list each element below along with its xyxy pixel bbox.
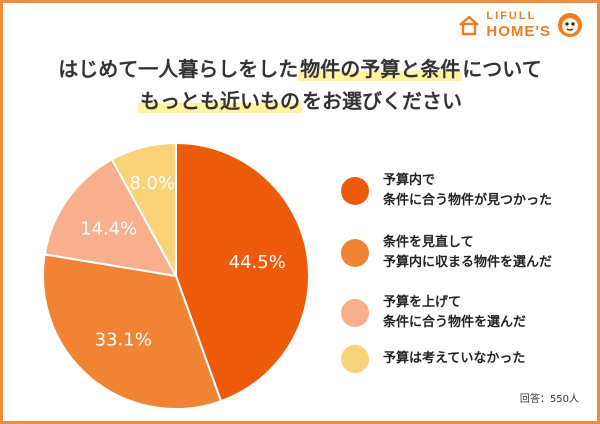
legend-item-3: 予算を上げて 条件に合う物件を選んだ — [341, 293, 591, 333]
pie-slice-3 — [43, 158, 178, 278]
pie-slice-label-4: 8.0% — [129, 173, 175, 194]
pie-slice-2 — [42, 253, 223, 410]
legend-swatch-2 — [341, 239, 369, 267]
pie-slice-label-1: 44.5% — [229, 252, 286, 273]
title-line2-suffix: をお選びください — [302, 89, 462, 113]
legend-label-3: 予算を上げて 条件に合う物件を選んだ — [383, 295, 527, 330]
legend-item-2: 条件を見直して 予算内に収まる物件を選んだ — [341, 233, 591, 273]
legend-item-1: 予算内で 条件に合う物件が見つかった — [341, 171, 591, 211]
pie-slice-label-3: 14.4% — [80, 218, 137, 239]
legend-label-2: 条件を見直して 予算内に収まる物件を選んだ — [383, 235, 553, 270]
pie-chart: 44.5% 33.1% 14.4% 8.0% — [42, 141, 310, 410]
legend-swatch-3 — [341, 299, 369, 327]
pie-slice-4 — [110, 141, 177, 277]
legend-swatch-1 — [341, 177, 369, 205]
title-line2-highlight: もっとも近いもの — [138, 89, 302, 113]
mascot-icon — [558, 13, 582, 37]
legend-swatch-4 — [341, 345, 369, 373]
title-line1-suffix: について — [462, 57, 542, 81]
brand-logo: LIFULL HOME'S — [458, 11, 583, 39]
pie-slice-1 — [175, 141, 310, 403]
home-icon — [459, 15, 480, 36]
title-line-1: はじめて一人暮らしをした 物件の予算と条件 について — [3, 53, 597, 85]
chart-title: はじめて一人暮らしをした 物件の予算と条件 について もっとも近いもの をお選びくださ… — [3, 53, 597, 117]
legend-label-4: 予算は考えていなかった — [383, 351, 526, 366]
title-line1-highlight: 物件の予算と条件 — [298, 57, 463, 81]
title-line-2: もっとも近いもの をお選びください — [3, 85, 597, 117]
title-line1-prefix: はじめて一人暮らしをした — [58, 57, 299, 81]
brand-line2: HOME'S — [486, 23, 551, 40]
pie-slice-label-2: 33.1% — [95, 329, 152, 350]
brand-line1: LIFULL — [486, 10, 537, 22]
legend-item-4: 予算は考えていなかった — [341, 345, 591, 373]
respondent-count: 回答：550人 — [519, 394, 579, 405]
legend-label-1: 予算内で 条件に合う物件が見つかった — [383, 173, 553, 208]
